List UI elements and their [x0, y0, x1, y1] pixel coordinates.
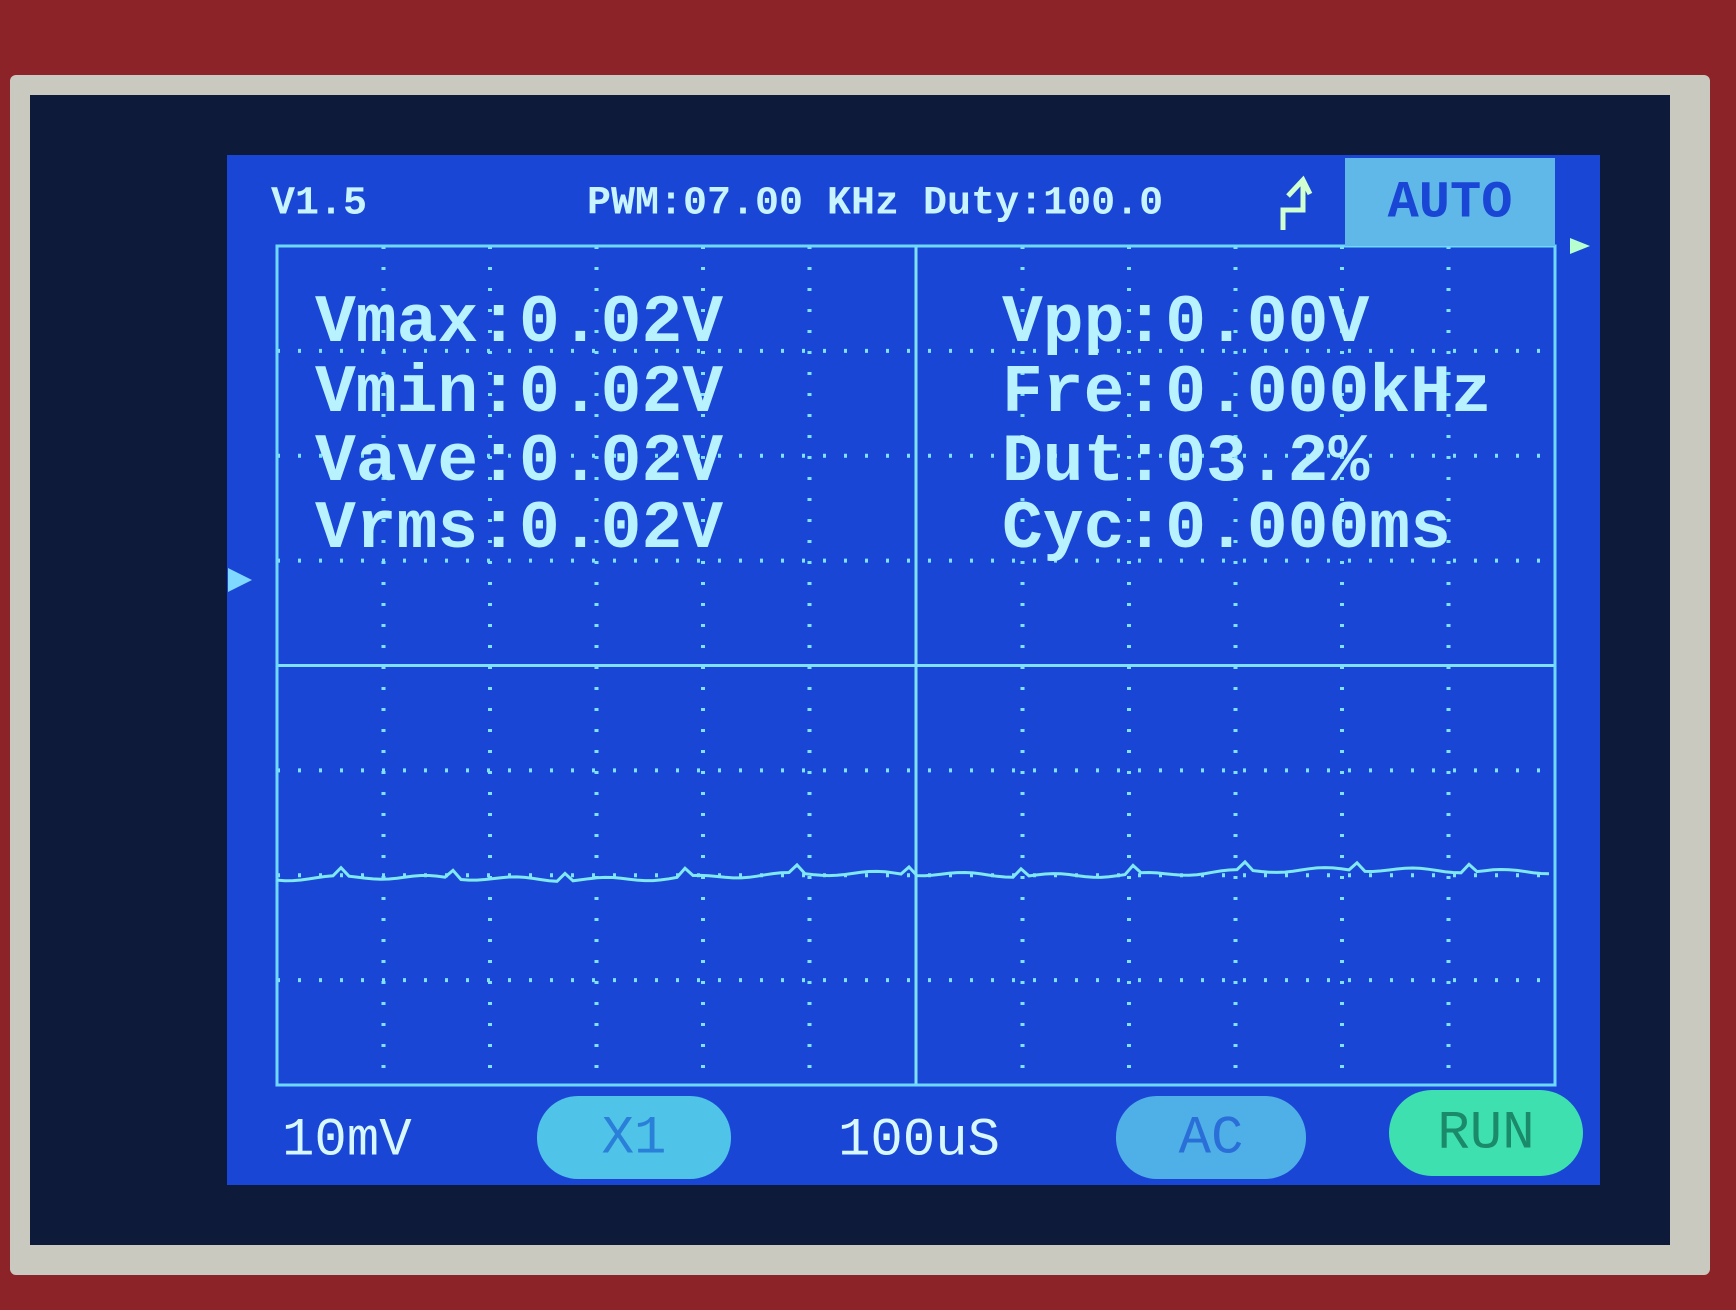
measurement: Vave:0.02V — [315, 424, 723, 501]
grid — [277, 246, 1555, 1085]
measurement: Vmax:0.02V — [315, 285, 723, 362]
screen — [227, 155, 1600, 1185]
run-pill[interactable] — [1389, 1090, 1583, 1176]
measurement: Cyc:0.000ms — [1002, 491, 1451, 568]
probe-pill[interactable] — [537, 1096, 731, 1179]
trigger-marker — [1570, 238, 1590, 254]
time-per-div: 100uS — [838, 1110, 1000, 1171]
pwm-info: PWM:07.00 KHz Duty:100.0 — [587, 182, 1163, 227]
measurement: Fre:0.000kHz — [1002, 355, 1492, 432]
coupling-pill[interactable] — [1116, 1096, 1306, 1179]
measurement: Vpp:0.00V — [1002, 285, 1369, 362]
trigger-mode: AUTO — [1388, 174, 1513, 233]
run-state[interactable]: RUN — [1437, 1103, 1534, 1164]
version: V1.5 — [271, 182, 367, 227]
waveform — [276, 859, 1550, 883]
probe[interactable]: X1 — [602, 1108, 667, 1169]
channel-marker — [228, 568, 252, 592]
plot-border — [275, 244, 1557, 1087]
coupling[interactable]: AC — [1179, 1108, 1244, 1169]
measurement: Vmin:0.02V — [315, 355, 723, 432]
measurement: Dut:03.2% — [1002, 424, 1369, 501]
mode-box — [1345, 158, 1555, 246]
measurement: Vrms:0.02V — [315, 491, 723, 568]
volts-per-div: 10mV — [282, 1110, 412, 1171]
trigger-edge-icon — [1280, 175, 1313, 230]
